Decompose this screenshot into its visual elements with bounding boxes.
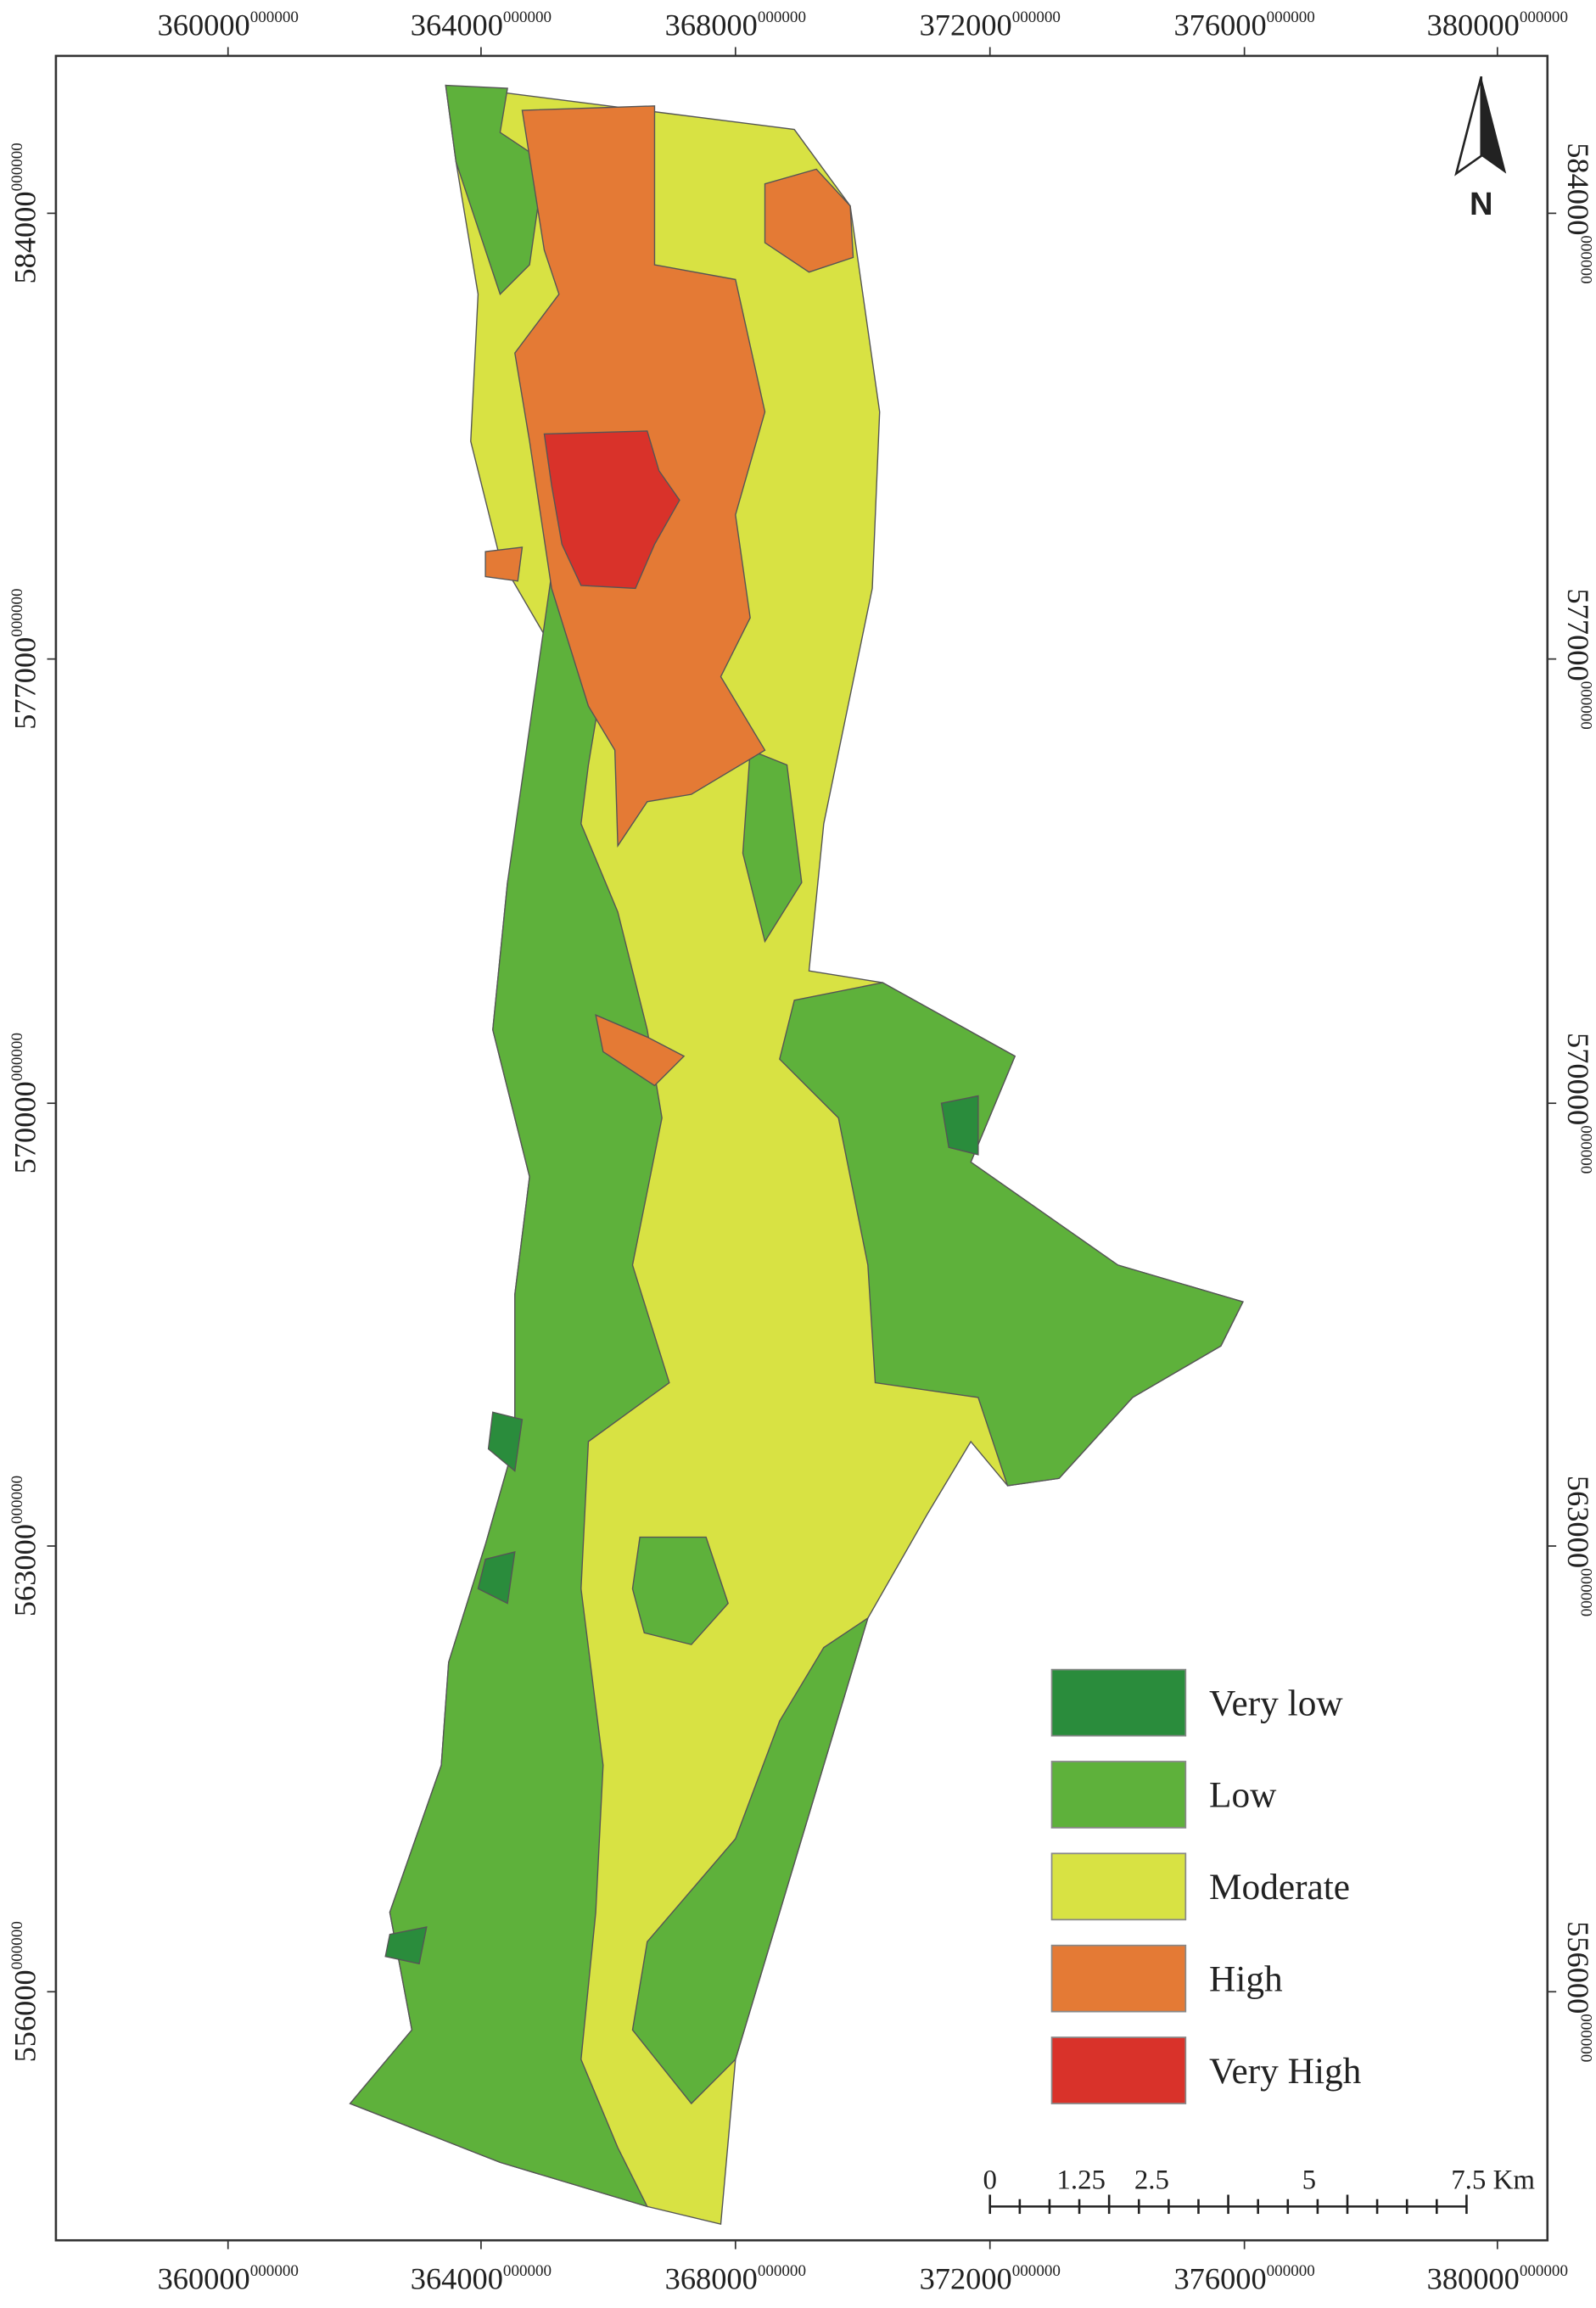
tick-suffix: 000000 <box>1267 2262 1315 2280</box>
tick-number: 556000 <box>1561 1921 1595 2014</box>
legend-label: Low <box>1209 1775 1277 1816</box>
tick-suffix: 000000 <box>758 2262 806 2280</box>
tick-suffix: 000000 <box>1577 235 1595 283</box>
scale-bar <box>988 2194 1468 2215</box>
tick-suffix: 000000 <box>8 588 26 636</box>
tick-suffix: 000000 <box>8 143 26 191</box>
scale-label: 0 <box>983 2165 996 2196</box>
north-label: N <box>1470 186 1493 222</box>
scale-label: 2.5 <box>1134 2165 1169 2196</box>
tick-label: 570000000000 <box>8 1033 42 1174</box>
tick-number: 360000 <box>158 2261 250 2295</box>
legend-label: High <box>1209 1958 1283 1999</box>
tick-number: 577000 <box>8 637 42 730</box>
tick-number: 368000 <box>665 2261 758 2295</box>
tick-number: 577000 <box>1561 588 1595 681</box>
legend-label: Very low <box>1209 1683 1343 1723</box>
legend-swatch <box>1050 1668 1187 1737</box>
tick-suffix: 000000 <box>1520 2262 1568 2280</box>
tick-label: 372000000000 <box>920 2261 1061 2295</box>
tick-suffix: 000000 <box>1577 681 1595 730</box>
region-low <box>445 84 546 296</box>
tick-label: 577000000000 <box>1561 588 1595 729</box>
tick-number: 563000 <box>1561 1476 1595 1568</box>
tick-label: 372000000000 <box>920 8 1061 42</box>
tick-label: 570000000000 <box>1561 1033 1595 1174</box>
tick-label: 376000000000 <box>1173 8 1314 42</box>
scale-label: 5 <box>1302 2165 1316 2196</box>
scale-label: 7.5 Km <box>1451 2165 1535 2196</box>
tick-number: 360000 <box>158 8 250 42</box>
tick-suffix: 000000 <box>758 8 806 26</box>
legend-swatch <box>1050 1761 1187 1829</box>
tick-number: 584000 <box>1561 143 1595 235</box>
region-very-high <box>543 430 680 590</box>
tick-number: 364000 <box>411 8 503 42</box>
legend-swatch <box>1050 2036 1187 2104</box>
region-high <box>484 168 854 1087</box>
tick-label: 577000000000 <box>8 588 42 729</box>
tick-label: 380000000000 <box>1427 2261 1568 2295</box>
tick-label: 584000000000 <box>8 143 42 283</box>
tick-suffix: 000000 <box>1577 2014 1595 2062</box>
tick-suffix: 000000 <box>8 1921 26 1969</box>
tick-number: 563000 <box>8 1524 42 1616</box>
region-low <box>631 1616 870 2105</box>
tick-suffix: 000000 <box>8 1033 26 1081</box>
tick-label: 368000000000 <box>665 2261 806 2295</box>
tick-label: 563000000000 <box>1561 1476 1595 1616</box>
tick-label: 584000000000 <box>1561 143 1595 283</box>
legend-swatch <box>1050 1852 1187 1921</box>
tick-number: 570000 <box>1561 1033 1595 1125</box>
tick-suffix: 000000 <box>1012 2262 1061 2280</box>
scale-label: 1.25 <box>1056 2165 1106 2196</box>
tick-number: 364000 <box>411 2261 503 2295</box>
tick-suffix: 000000 <box>250 8 299 26</box>
north-arrow-right <box>1481 76 1507 174</box>
tick-label: 364000000000 <box>411 8 552 42</box>
tick-number: 368000 <box>665 8 758 42</box>
region-low <box>779 982 1244 1487</box>
tick-label: 360000000000 <box>158 2261 299 2295</box>
tick-suffix: 000000 <box>8 1476 26 1524</box>
tick-suffix: 000000 <box>1012 8 1061 26</box>
region-low <box>631 1536 729 1645</box>
tick-label: 556000000000 <box>8 1921 42 2062</box>
tick-label: 380000000000 <box>1427 8 1568 42</box>
region-very-low <box>384 1095 979 1965</box>
tick-suffix: 000000 <box>1520 8 1568 26</box>
map-area <box>349 84 1244 2226</box>
tick-number: 376000 <box>1173 2261 1266 2295</box>
tick-label: 376000000000 <box>1173 2261 1314 2295</box>
tick-number: 376000 <box>1173 8 1266 42</box>
tick-suffix: 000000 <box>503 8 552 26</box>
tick-number: 570000 <box>8 1081 42 1174</box>
tick-number: 372000 <box>920 8 1012 42</box>
tick-suffix: 000000 <box>1577 1125 1595 1174</box>
tick-number: 556000 <box>8 1969 42 2062</box>
tick-suffix: 000000 <box>1577 1568 1595 1616</box>
tick-label: 563000000000 <box>8 1476 42 1616</box>
tick-suffix: 000000 <box>1267 8 1315 26</box>
tick-suffix: 000000 <box>250 2262 299 2280</box>
legend-label: Very High <box>1209 2051 1362 2092</box>
tick-number: 380000 <box>1427 8 1520 42</box>
north-arrow: N <box>1454 76 1507 222</box>
tick-label: 364000000000 <box>411 2261 552 2295</box>
tick-number: 584000 <box>8 191 42 283</box>
tick-label: 368000000000 <box>665 8 806 42</box>
tick-label: 556000000000 <box>1561 1921 1595 2062</box>
tick-label: 360000000000 <box>158 8 299 42</box>
tick-number: 372000 <box>920 2261 1012 2295</box>
legend-swatch <box>1050 1944 1187 2013</box>
region-low <box>742 749 803 944</box>
legend-label: Moderate <box>1209 1867 1350 1907</box>
tick-suffix: 000000 <box>503 2262 552 2280</box>
tick-number: 380000 <box>1427 2261 1520 2295</box>
